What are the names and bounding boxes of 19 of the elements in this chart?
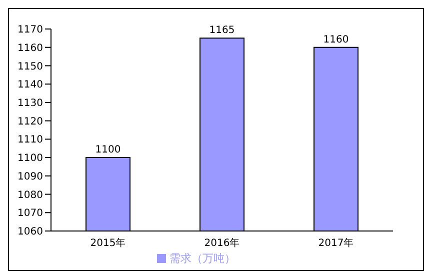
y-tick-label: 1120 — [18, 116, 43, 128]
data-label: 1165 — [209, 25, 235, 36]
y-tick-label: 1130 — [18, 98, 43, 110]
x-tick-label: 2016年 — [204, 237, 240, 250]
y-tick-label: 1100 — [18, 153, 43, 164]
y-tick-label: 1060 — [18, 226, 43, 238]
y-tick-label: 1090 — [18, 171, 43, 182]
y-tick-label: 1140 — [18, 80, 43, 91]
x-tick-label: 2015年 — [90, 237, 126, 250]
y-tick-label: 1160 — [18, 42, 43, 54]
y-tick-label: 1080 — [18, 190, 43, 201]
data-label: 1100 — [95, 144, 121, 156]
y-tick-label: 1150 — [18, 61, 43, 72]
legend-label: 需求（万吨） — [170, 252, 236, 265]
x-tick-label: 2017年 — [318, 237, 354, 250]
y-tick-label: 1170 — [18, 24, 43, 36]
data-label: 1160 — [323, 34, 349, 46]
y-tick-label: 1110 — [18, 134, 43, 146]
y-tick-label: 1070 — [18, 208, 43, 220]
